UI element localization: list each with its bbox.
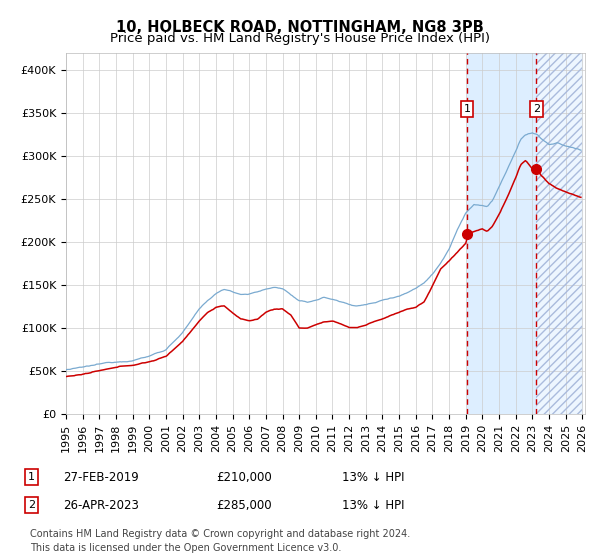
Text: 1: 1 [464, 104, 470, 114]
Text: 13% ↓ HPI: 13% ↓ HPI [342, 498, 404, 512]
Text: 26-APR-2023: 26-APR-2023 [63, 498, 139, 512]
Bar [467, 53, 536, 414]
Bar [536, 53, 583, 414]
Text: 27-FEB-2019: 27-FEB-2019 [63, 470, 139, 484]
Text: This data is licensed under the Open Government Licence v3.0.: This data is licensed under the Open Gov… [30, 543, 341, 553]
Text: 1: 1 [28, 472, 35, 482]
Text: 10, HOLBECK ROAD, NOTTINGHAM, NG8 3PB: 10, HOLBECK ROAD, NOTTINGHAM, NG8 3PB [116, 20, 484, 35]
Text: Price paid vs. HM Land Registry's House Price Index (HPI): Price paid vs. HM Land Registry's House … [110, 32, 490, 45]
Text: Contains HM Land Registry data © Crown copyright and database right 2024.: Contains HM Land Registry data © Crown c… [30, 529, 410, 539]
Text: £285,000: £285,000 [216, 498, 272, 512]
Text: 2: 2 [28, 500, 35, 510]
Text: 2: 2 [533, 104, 540, 114]
Text: 13% ↓ HPI: 13% ↓ HPI [342, 470, 404, 484]
Text: £210,000: £210,000 [216, 470, 272, 484]
Bar [536, 53, 583, 414]
